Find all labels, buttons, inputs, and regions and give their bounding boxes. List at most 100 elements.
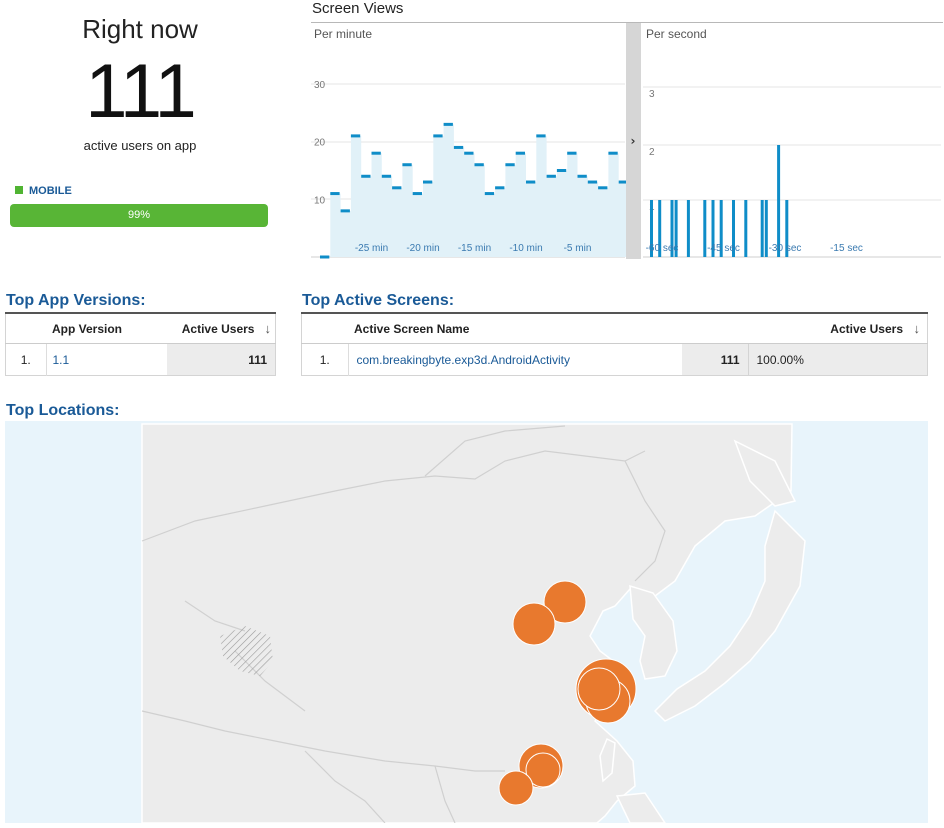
device-label: MOBILE: [29, 185, 72, 197]
location-marker[interactable]: [577, 667, 621, 711]
table-header-row: Active Screen Name Active Users ↓: [301, 314, 928, 344]
active-users-subtitle: active users on app: [83, 138, 197, 153]
top-locations-title: Top Locations:: [6, 402, 120, 419]
pm-point[interactable]: [577, 174, 587, 178]
pm-point[interactable]: [515, 151, 525, 155]
location-marker[interactable]: [498, 770, 534, 806]
row-active-users-percent: 100.00%: [748, 343, 928, 376]
pm-point[interactable]: [484, 192, 495, 196]
pm-point[interactable]: [495, 186, 505, 190]
ps-bar[interactable]: [744, 200, 748, 257]
table-row: 1. 1.1 111: [5, 343, 276, 376]
pm-point[interactable]: [546, 174, 556, 178]
pm-point[interactable]: [330, 192, 340, 196]
row-active-users: 111: [167, 343, 276, 376]
app-version-header[interactable]: App Version: [46, 314, 167, 344]
pm-point[interactable]: [371, 151, 381, 155]
ps-bar[interactable]: [703, 200, 707, 257]
active-screen-link[interactable]: com.breakingbyte.exp3d.AndroidActivity: [356, 352, 570, 367]
land-region: [615, 792, 666, 823]
pm-point[interactable]: [402, 163, 412, 167]
per-second-label: Per second: [646, 27, 707, 41]
right-now-title: Right now: [82, 14, 198, 44]
pm-x-tick-label: -20 min: [406, 243, 439, 254]
location-marker[interactable]: [525, 752, 561, 788]
row-rank: 1.: [5, 343, 47, 376]
land-region: [599, 737, 616, 783]
active-screens-table: Active Screen Name Active Users ↓ 1. com.…: [301, 314, 928, 376]
per-minute-label: Per minute: [314, 27, 372, 41]
pm-point[interactable]: [340, 209, 350, 213]
row-active-users: 111: [681, 343, 749, 376]
pm-point[interactable]: [423, 180, 433, 184]
sort-down-arrow-icon[interactable]: ↓: [264, 321, 272, 336]
pm-point[interactable]: [453, 145, 464, 149]
screen-views-divider: [311, 22, 943, 23]
location-marker[interactable]: [512, 602, 556, 646]
ps-bar[interactable]: [658, 200, 662, 257]
pm-point[interactable]: [464, 151, 474, 155]
pm-point[interactable]: [433, 134, 443, 138]
pm-x-tick-label: -5 min: [564, 243, 592, 254]
ps-x-tick-label: -15 sec: [830, 243, 863, 254]
pm-point[interactable]: [392, 186, 402, 190]
pm-point[interactable]: [474, 163, 484, 167]
ps-bar[interactable]: [777, 145, 781, 257]
disputed-region-hatch: [220, 626, 273, 676]
pm-point[interactable]: [567, 151, 577, 155]
ps-bar[interactable]: [760, 200, 764, 257]
land-region: [733, 439, 797, 507]
ps-bar[interactable]: [719, 200, 723, 257]
pm-point[interactable]: [381, 174, 392, 178]
pm-point[interactable]: [608, 151, 618, 155]
pm-point[interactable]: [526, 180, 536, 184]
pm-y-tick-label: 10: [314, 195, 326, 206]
land-region: [629, 584, 678, 680]
chart-expander[interactable]: [626, 23, 641, 259]
pm-y-tick-label: 20: [314, 138, 326, 149]
pm-point[interactable]: [412, 192, 422, 196]
pm-area-fill: [320, 124, 629, 257]
top-active-screens-title: Top Active Screens:: [302, 292, 455, 309]
pm-point[interactable]: [536, 134, 546, 138]
pm-x-tick-label: -25 min: [355, 243, 388, 254]
ps-bar[interactable]: [711, 200, 715, 257]
pm-point[interactable]: [598, 186, 608, 190]
ps-bar[interactable]: [732, 200, 735, 257]
chevron-right-icon[interactable]: ›: [631, 134, 636, 148]
sort-down-arrow-icon[interactable]: ↓: [913, 321, 921, 336]
pm-y-tick-label: 30: [314, 80, 326, 91]
pm-x-tick-label: -15 min: [458, 243, 491, 254]
table-row: 1. com.breakingbyte.exp3d.AndroidActivit…: [301, 343, 928, 376]
pm-point[interactable]: [320, 255, 330, 259]
pm-point[interactable]: [361, 174, 371, 178]
locations-map[interactable]: [5, 421, 928, 823]
device-share-bar[interactable]: 99%: [10, 204, 268, 227]
ps-bar[interactable]: [650, 200, 653, 257]
ps-x-tick-label: -60 sec: [646, 243, 679, 254]
ps-bar[interactable]: [674, 200, 678, 257]
active-users-header[interactable]: Active Users ↓: [167, 314, 276, 344]
app-version-link[interactable]: 1.1: [52, 352, 70, 367]
ps-bar[interactable]: [670, 200, 674, 257]
ps-y-tick-label: 3: [649, 89, 655, 100]
ps-bar[interactable]: [764, 200, 768, 257]
ps-bar[interactable]: [785, 200, 789, 257]
pm-point[interactable]: [505, 163, 515, 167]
ps-bar[interactable]: [686, 200, 690, 257]
active-screen-name-header[interactable]: Active Screen Name: [348, 314, 748, 344]
active-users-header-label: Active Users: [830, 322, 903, 336]
pm-point[interactable]: [556, 169, 567, 172]
app-versions-table: App Version Active Users ↓ 1. 1.1 111: [5, 314, 276, 376]
pm-point[interactable]: [350, 134, 361, 138]
active-users-header[interactable]: Active Users ↓: [748, 314, 928, 344]
location-marker[interactable]: [543, 580, 587, 624]
pm-point[interactable]: [587, 180, 598, 184]
active-users-header-label: Active Users: [181, 322, 255, 336]
device-legend[interactable]: MOBILE: [15, 185, 72, 197]
pm-point[interactable]: [443, 122, 453, 126]
ps-y-tick-label: 2: [649, 147, 655, 158]
screen-views-chart: Per minute 30 20 10 -25 min -20 min -15 min -…: [311, 23, 941, 259]
pm-point[interactable]: [618, 180, 628, 184]
table-header-row: App Version Active Users ↓: [5, 314, 276, 344]
